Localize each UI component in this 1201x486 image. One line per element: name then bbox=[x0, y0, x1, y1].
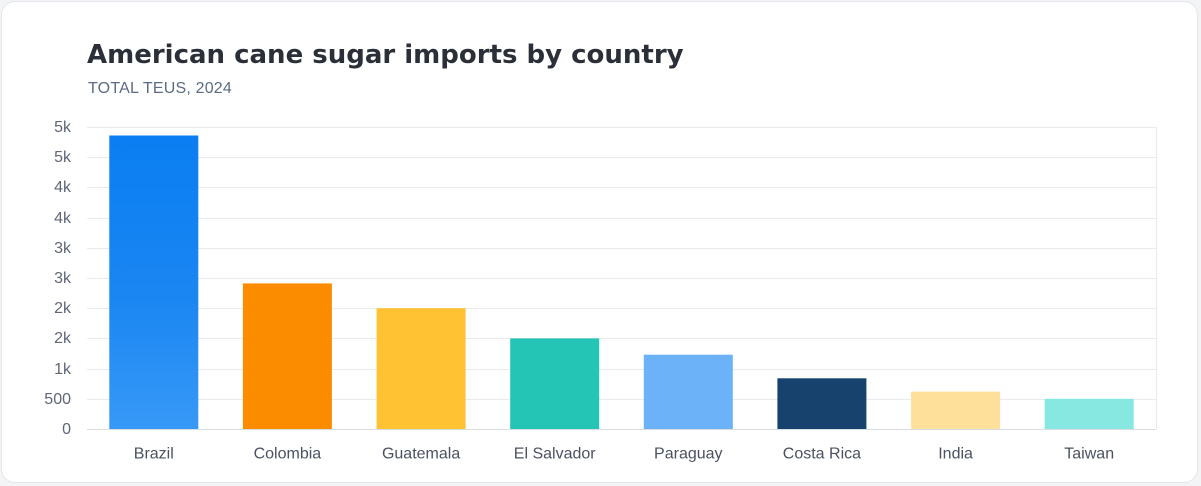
y-tick-label: 0 bbox=[62, 421, 71, 438]
bar-costa-rica[interactable] bbox=[777, 378, 867, 429]
y-tick-label: 3k bbox=[54, 270, 72, 287]
y-tick-label: 2k bbox=[54, 330, 72, 347]
y-tick-label: 5k bbox=[54, 119, 72, 136]
bar-taiwan[interactable] bbox=[1044, 398, 1134, 429]
y-tick-label: 500 bbox=[44, 391, 71, 408]
y-axis-ticks: 0 500 1k 2k 2k 3k 3k 4k 4k 5k 5k bbox=[44, 119, 72, 438]
chart-title: American cane sugar imports by country bbox=[87, 40, 684, 70]
x-axis-labels: Brazil Colombia Guatemala El Salvador Paragu… bbox=[134, 446, 1114, 463]
bars bbox=[109, 135, 1134, 430]
x-tick-label: El Salvador bbox=[514, 446, 596, 463]
y-tick-label: 4k bbox=[54, 179, 72, 196]
y-tick-label: 3k bbox=[54, 240, 72, 257]
x-tick-label: Costa Rica bbox=[783, 446, 861, 463]
x-tick-label: India bbox=[938, 446, 973, 463]
chart-subtitle: TOTAL TEUS, 2024 bbox=[88, 80, 233, 97]
bar-brazil[interactable] bbox=[109, 135, 199, 430]
bar-india[interactable] bbox=[911, 391, 1001, 429]
x-tick-label: Colombia bbox=[254, 446, 322, 463]
x-tick-label: Brazil bbox=[134, 446, 174, 463]
bar-paraguay[interactable] bbox=[643, 354, 733, 429]
y-tick-label: 4k bbox=[54, 210, 72, 227]
bar-el-salvador[interactable] bbox=[510, 338, 600, 429]
x-tick-label: Taiwan bbox=[1064, 446, 1114, 463]
y-tick-label: 5k bbox=[54, 149, 72, 166]
bar-guatemala[interactable] bbox=[376, 308, 466, 429]
bar-colombia[interactable] bbox=[242, 283, 332, 429]
y-tick-label: 2k bbox=[54, 300, 72, 317]
x-tick-label: Paraguay bbox=[654, 446, 723, 463]
x-tick-label: Guatemala bbox=[382, 446, 460, 463]
y-tick-label: 1k bbox=[54, 361, 72, 378]
